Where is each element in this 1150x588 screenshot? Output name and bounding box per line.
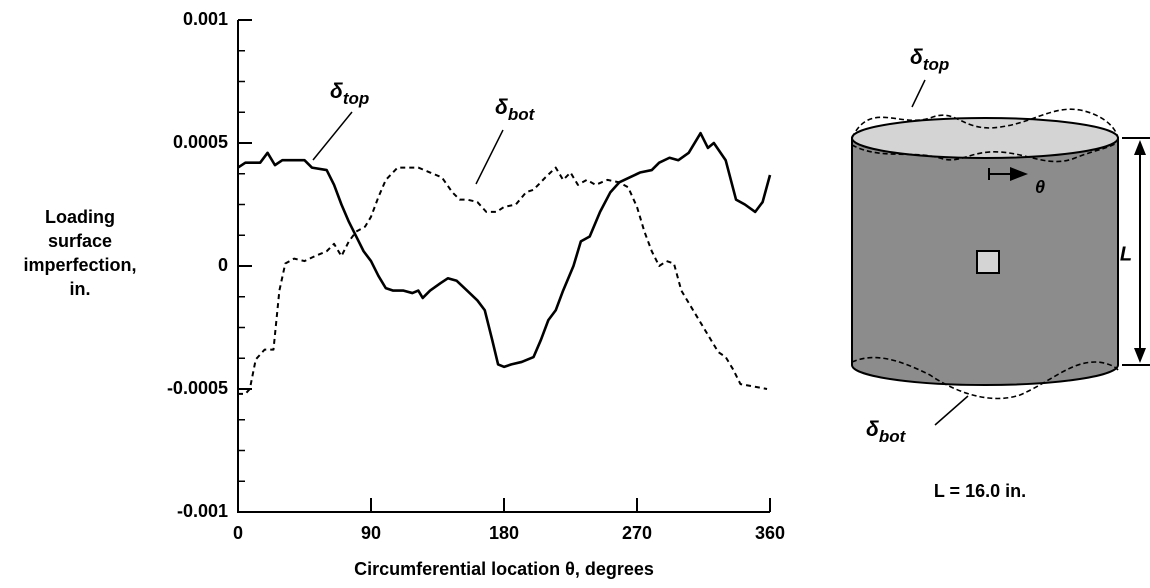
y-axis-title: surface — [48, 231, 112, 251]
y-tick-label: 0.0005 — [173, 132, 228, 152]
cylinder-top — [851, 117, 1119, 159]
length-label: L — [1120, 243, 1132, 265]
diagram-bottom-label: δbot — [866, 418, 907, 447]
y-tick-label: 0 — [218, 255, 228, 275]
series-label: δbot — [495, 96, 536, 125]
series-label: δtop — [330, 80, 369, 109]
length-dimension — [1122, 137, 1150, 366]
x-axis-title: Circumferential location θ, degrees — [354, 559, 654, 579]
y-axis-title: in. — [70, 279, 91, 299]
y-tick-label: -0.0005 — [167, 378, 228, 398]
x-tick-label: 90 — [361, 523, 381, 543]
top-imperfection-front — [851, 141, 1119, 163]
gauge-square — [976, 250, 1000, 274]
y-tick-label: -0.001 — [177, 501, 228, 521]
label-leader — [475, 129, 504, 185]
cylinder-diagram: θ L L = 16.0 in. — [851, 79, 1150, 501]
y-axis-title: Loading — [45, 207, 115, 227]
label-leader — [312, 111, 353, 161]
top-leader — [911, 79, 926, 108]
x-tick-label: 0 — [233, 523, 243, 543]
bottom-leader — [934, 395, 969, 426]
x-tick-label: 180 — [489, 523, 519, 543]
data-line — [237, 131, 772, 369]
top-imperfection — [851, 108, 1119, 139]
theta-label: θ — [1035, 177, 1045, 197]
y-axis-title: imperfection, — [23, 255, 136, 275]
data-line — [238, 166, 768, 395]
theta-arrow — [988, 168, 1012, 180]
x-tick-label: 270 — [622, 523, 652, 543]
axes — [237, 20, 770, 513]
diagram-caption: L = 16.0 in. — [934, 481, 1026, 501]
bottom-imperfection — [851, 356, 1119, 400]
theta-arrowhead — [1010, 167, 1028, 181]
diagram-top-label: δtop — [910, 46, 949, 75]
y-tick-label: 0.001 — [183, 9, 228, 29]
x-tick-label: 360 — [755, 523, 785, 543]
